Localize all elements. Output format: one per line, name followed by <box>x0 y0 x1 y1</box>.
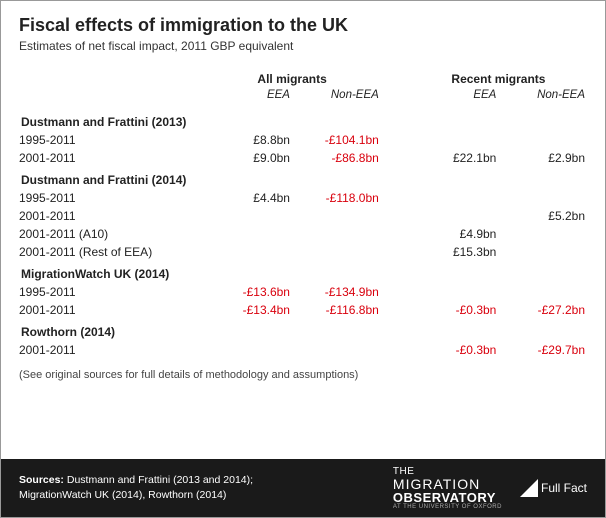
value-cell: -£0.3bn <box>410 341 498 359</box>
footer: Sources: Dustmann and Frattini (2013 and… <box>1 459 605 517</box>
study-name: Dustmann and Frattini (2013) <box>19 109 587 131</box>
period-cell: 2001-2011 <box>19 341 203 359</box>
period-cell: 2001-2011 <box>19 207 203 225</box>
sources: Sources: Dustmann and Frattini (2013 and… <box>19 473 309 502</box>
period-cell: 2001-2011 <box>19 149 203 167</box>
table-row: 2001-2011£9.0bn-£86.8bn £22.1bn£2.9bn <box>19 149 587 167</box>
mig-obs-line3: OBSERVATORY <box>393 491 502 504</box>
value-cell <box>410 131 498 149</box>
value-cell <box>410 283 498 301</box>
value-cell <box>498 131 587 149</box>
col-group-recent: Recent migrants <box>410 69 587 87</box>
table-row: 2001-2011 £5.2bn <box>19 207 587 225</box>
value-cell: £22.1bn <box>410 149 498 167</box>
subtitle: Estimates of net fiscal impact, 2011 GBP… <box>19 39 587 53</box>
col-recent-noneea: Non-EEA <box>498 87 587 109</box>
table-row: 2001-2011 (A10) £4.9bn <box>19 225 587 243</box>
value-cell: £8.8bn <box>203 131 292 149</box>
value-cell: -£27.2bn <box>498 301 587 319</box>
migration-observatory-logo: THE MIGRATION OBSERVATORY AT THE UNIVERS… <box>393 467 502 510</box>
value-cell <box>410 189 498 207</box>
content-area: Fiscal effects of immigration to the UK … <box>1 1 605 459</box>
period-cell: 2001-2011 (A10) <box>19 225 203 243</box>
period-cell: 1995-2011 <box>19 131 203 149</box>
footnote: (See original sources for full details o… <box>19 359 587 381</box>
value-cell: -£118.0bn <box>292 189 381 207</box>
value-cell: £4.9bn <box>410 225 498 243</box>
value-cell: -£116.8bn <box>292 301 381 319</box>
value-cell <box>498 225 587 243</box>
value-cell <box>498 243 587 261</box>
study-name: Rowthorn (2014) <box>19 319 587 341</box>
mig-obs-line4: AT THE UNIVERSITY OF OXFORD <box>393 504 502 510</box>
col-recent-eea: EEA <box>410 87 498 109</box>
col-group-all: All migrants <box>203 69 380 87</box>
table-row: 1995-2011£8.8bn-£104.1bn <box>19 131 587 149</box>
period-cell: 2001-2011 <box>19 301 203 319</box>
value-cell: £15.3bn <box>410 243 498 261</box>
table-row: 2001-2011 (Rest of EEA) £15.3bn <box>19 243 587 261</box>
value-cell <box>292 225 381 243</box>
logos: THE MIGRATION OBSERVATORY AT THE UNIVERS… <box>393 467 587 510</box>
value-cell: -£134.9bn <box>292 283 381 301</box>
value-cell <box>498 283 587 301</box>
fullfact-text: Full Fact <box>541 480 587 497</box>
value-cell: -£104.1bn <box>292 131 381 149</box>
study-name: MigrationWatch UK (2014) <box>19 261 587 283</box>
table-row: 2001-2011 -£0.3bn-£29.7bn <box>19 341 587 359</box>
title: Fiscal effects of immigration to the UK <box>19 15 587 36</box>
period-cell: 1995-2011 <box>19 283 203 301</box>
period-cell: 2001-2011 (Rest of EEA) <box>19 243 203 261</box>
value-cell <box>203 341 292 359</box>
value-cell: £2.9bn <box>498 149 587 167</box>
value-cell: -£0.3bn <box>410 301 498 319</box>
table-row: 1995-2011-£13.6bn-£134.9bn <box>19 283 587 301</box>
value-cell <box>203 207 292 225</box>
table-row: 2001-2011-£13.4bn-£116.8bn -£0.3bn-£27.2b… <box>19 301 587 319</box>
value-cell: -£13.4bn <box>203 301 292 319</box>
table-row: 1995-2011£4.4bn-£118.0bn <box>19 189 587 207</box>
value-cell <box>292 207 381 225</box>
card: Fiscal effects of immigration to the UK … <box>0 0 606 518</box>
value-cell <box>292 243 381 261</box>
value-cell: £4.4bn <box>203 189 292 207</box>
mig-obs-line2: MIGRATION <box>393 477 502 491</box>
col-all-eea: EEA <box>203 87 292 109</box>
fiscal-table: All migrants Recent migrants EEA Non-EEA… <box>19 69 587 359</box>
value-cell <box>203 225 292 243</box>
mig-obs-line1: THE <box>393 467 502 477</box>
value-cell: £9.0bn <box>203 149 292 167</box>
value-cell <box>292 341 381 359</box>
value-cell <box>203 243 292 261</box>
value-cell <box>410 207 498 225</box>
study-name: Dustmann and Frattini (2014) <box>19 167 587 189</box>
fullfact-logo: Full Fact <box>520 479 587 497</box>
col-all-noneea: Non-EEA <box>292 87 381 109</box>
value-cell: -£13.6bn <box>203 283 292 301</box>
value-cell: -£29.7bn <box>498 341 587 359</box>
period-cell: 1995-2011 <box>19 189 203 207</box>
value-cell: -£86.8bn <box>292 149 381 167</box>
value-cell: £5.2bn <box>498 207 587 225</box>
sources-label: Sources: <box>19 474 64 486</box>
fullfact-icon <box>520 479 538 497</box>
value-cell <box>498 189 587 207</box>
